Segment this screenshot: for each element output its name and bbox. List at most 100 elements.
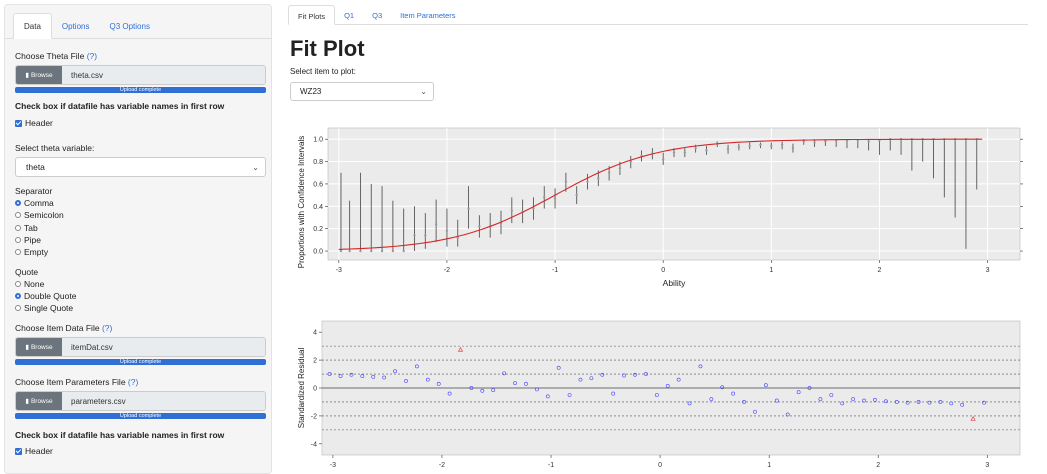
residual-point (807, 386, 812, 390)
tab-options[interactable]: Options (61, 22, 90, 31)
radio-label: Semicolon (24, 210, 64, 220)
y-axis-label: Standardized Residual (297, 348, 306, 429)
data-point (694, 146, 697, 150)
x-tick-label: -1 (548, 462, 554, 469)
help-link[interactable]: (?) (86, 51, 98, 61)
theta-file-input[interactable]: ▮ Browse theta.csv (15, 65, 266, 85)
radio-icon[interactable] (15, 225, 21, 231)
radio-selected-icon[interactable] (15, 200, 21, 206)
residual-point (687, 401, 692, 406)
radio-icon[interactable] (15, 305, 21, 311)
header-checkbox[interactable]: Header (15, 118, 53, 128)
residual-point (894, 400, 899, 404)
item-data-label: Choose Item Data File (?) (15, 323, 112, 333)
radio-label: Empty (24, 247, 49, 257)
data-point (597, 177, 600, 180)
item-select-value: WZ23 (300, 87, 322, 96)
residual-point (469, 386, 474, 390)
radio-label: Double Quote (24, 291, 77, 301)
chevron-down-icon: ⌄ (420, 87, 427, 96)
residual-point (633, 372, 637, 377)
data-point (467, 207, 470, 210)
data-point (478, 225, 481, 228)
radio-icon[interactable] (15, 281, 21, 287)
residual-point (534, 387, 539, 392)
help-link[interactable]: (?) (101, 323, 113, 333)
data-point (748, 144, 751, 148)
residual-point (327, 372, 332, 376)
tab-item-parameters[interactable]: Item Parameters (400, 11, 456, 20)
residual-point (742, 400, 746, 404)
tab-fit-plots[interactable]: Fit Plots (288, 5, 336, 25)
header-checkbox-2[interactable]: Header (15, 446, 53, 456)
tab-q1[interactable]: Q1 (344, 11, 355, 20)
residual-point (644, 372, 648, 376)
radio-single-quote[interactable]: Single Quote (15, 303, 73, 313)
radio-icon[interactable] (15, 249, 21, 255)
checkbox-checked-icon[interactable] (15, 447, 22, 455)
radio-tab[interactable]: Tab (15, 223, 38, 233)
y-tick-label: 1.0 (313, 137, 323, 144)
theta-var-label: Select theta variable: (15, 143, 95, 153)
tab-q3[interactable]: Q3 (372, 11, 383, 20)
radio-empty[interactable]: Empty (15, 247, 48, 257)
help-link[interactable]: (?) (127, 377, 139, 387)
residual-point (589, 376, 594, 381)
residual-point (654, 393, 659, 397)
item-params-file-input[interactable]: ▮ Browse parameters.csv (15, 391, 266, 411)
x-tick-label: -2 (439, 462, 445, 469)
browse-button[interactable]: ▮ Browse (16, 392, 62, 410)
data-point (770, 144, 773, 148)
x-tick-label: -2 (444, 267, 450, 274)
item-data-file-input[interactable]: ▮ Browse itemDat.csv (15, 337, 266, 357)
x-tick-label: 0 (661, 267, 665, 274)
plot-panel (327, 127, 1021, 261)
header-label: Header (25, 446, 53, 456)
flagged-point (457, 346, 464, 352)
data-point (607, 171, 611, 174)
residual-point (447, 391, 452, 396)
residual-point (774, 398, 779, 403)
theta-var-select[interactable]: theta ⌄ (15, 157, 266, 177)
tab-data[interactable]: Data (13, 13, 52, 39)
item-data-label-text: Choose Item Data File (15, 323, 100, 333)
radio-double-quote[interactable]: Double Quote (15, 291, 76, 301)
residual-point (556, 365, 561, 370)
browse-button[interactable]: ▮ Browse (16, 66, 62, 84)
browse-button[interactable]: ▮ Browse (16, 338, 62, 356)
radio-label: Pipe (24, 235, 42, 245)
fit-plot-chart: -3 -2 -1 0 1 2 3 0.0 0.2 0.4 0.6 0.8 1.0 Ability Propo… (297, 127, 1023, 288)
residual-point (731, 391, 736, 396)
x-axis-label: Ability (663, 278, 686, 288)
radio-none[interactable]: None (15, 279, 44, 289)
y-tick-label: -2 (311, 413, 317, 420)
residual-point (611, 391, 616, 396)
data-point (705, 149, 708, 152)
residual-point (676, 377, 681, 382)
residual-point (873, 397, 877, 402)
y-tick-label: 0.8 (313, 159, 323, 166)
flagged-point (970, 415, 976, 421)
residual-point (491, 388, 496, 392)
radio-comma[interactable]: Comma (15, 198, 54, 208)
data-point (683, 151, 687, 154)
radio-icon[interactable] (15, 237, 21, 243)
tab-q3-options[interactable]: Q3 Options (109, 22, 150, 31)
file-name: theta.csv (62, 66, 265, 84)
radio-semicolon[interactable]: Semicolon (15, 210, 64, 220)
residual-point (753, 409, 757, 414)
item-select[interactable]: WZ23 ⌄ (290, 82, 434, 101)
residual-point (502, 371, 507, 376)
residual-point (840, 401, 845, 406)
browse-label: Browse (30, 71, 53, 79)
residual-point (665, 384, 670, 388)
radio-icon[interactable] (15, 212, 21, 218)
residual-point (425, 377, 430, 382)
data-point (391, 249, 395, 253)
radio-pipe[interactable]: Pipe (15, 235, 41, 245)
residual-point (545, 394, 550, 399)
radio-selected-icon[interactable] (15, 293, 21, 299)
checkbox-checked-icon[interactable] (15, 119, 22, 127)
data-point (564, 180, 568, 183)
radio-label: Tab (24, 223, 38, 233)
